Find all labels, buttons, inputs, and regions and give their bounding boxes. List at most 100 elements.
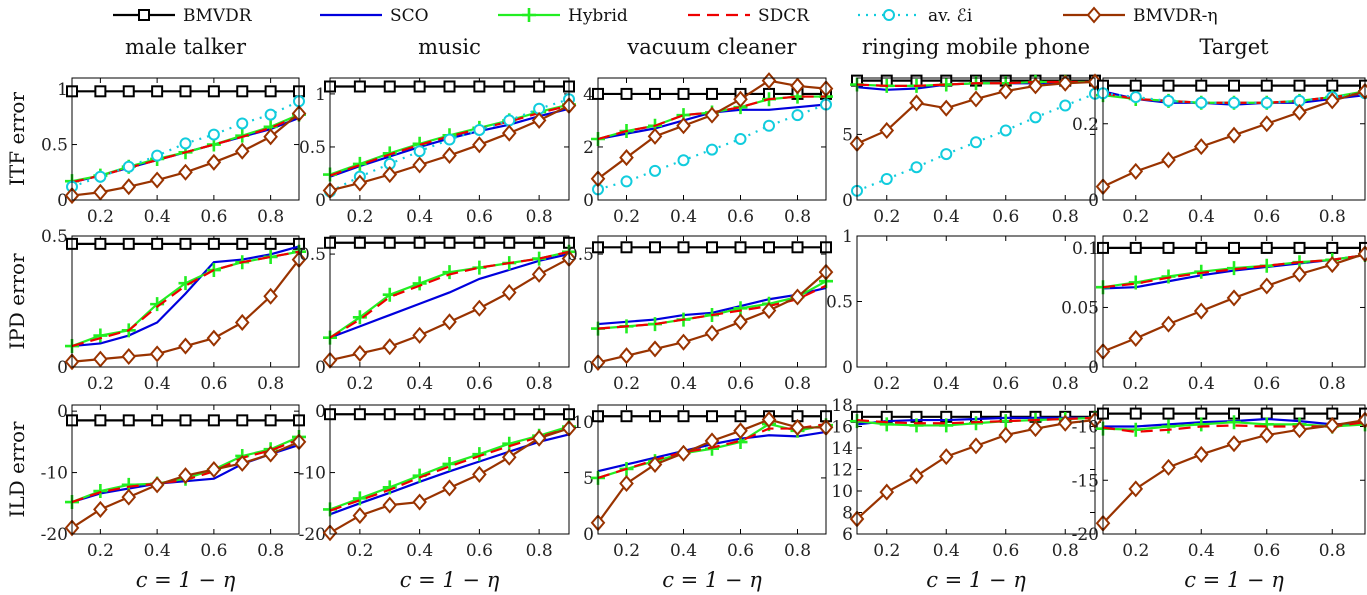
point-hybrid — [412, 276, 427, 291]
y-tick-label: -15 — [1072, 471, 1099, 491]
series-line-sdcr — [1102, 253, 1366, 289]
point-hybrid — [1161, 419, 1176, 434]
point-bmvdr — [1161, 458, 1176, 476]
point-bmvdr — [501, 124, 517, 142]
x-tick-label: 0.2 — [346, 207, 373, 227]
row-labels: ITF error IPD error ILD error — [5, 92, 29, 518]
column-title-ringing-mobile-phone: ringing mobile phone — [862, 35, 1090, 59]
point-bmvdr — [264, 85, 277, 98]
point-bmvdr — [383, 80, 396, 93]
point-bmvdr — [121, 178, 137, 196]
point-hybrid — [1128, 422, 1143, 437]
point-bmvdr — [676, 333, 691, 351]
point-av-i — [620, 175, 633, 188]
point-bmvdr — [353, 80, 366, 93]
point-bmvdr — [1292, 421, 1307, 439]
panel-r1-c3: 0.2 0.4 0.6 0.8 0 2 4 — [583, 72, 834, 227]
point-bmvdr — [179, 85, 192, 98]
column-titles: male talker music vacuum cleaner ringing mo… — [125, 35, 1269, 59]
point-av-i — [791, 109, 804, 122]
y-tick-label: 2 — [583, 138, 594, 158]
x-tick-label: 0.4 — [144, 541, 171, 561]
axes-frame — [856, 77, 1096, 201]
axes-frame — [1102, 404, 1366, 535]
point-bmvdr — [1259, 277, 1275, 295]
axes-frame — [71, 77, 300, 201]
point-bmvdr — [179, 414, 192, 427]
point-bmvdr — [151, 237, 164, 250]
point-bmvdr — [1260, 241, 1273, 254]
point-bmvdr — [149, 171, 165, 189]
point-bmvdr — [704, 106, 720, 124]
point-bmvdr — [1293, 79, 1306, 92]
point-bmvdr — [122, 414, 135, 427]
point-av-i — [970, 136, 982, 149]
series-line-sco — [329, 433, 570, 516]
point-bmvdr — [1161, 315, 1176, 333]
point-bmvdr — [1260, 79, 1273, 92]
point-bmvdr — [1259, 426, 1275, 444]
panel-r1-c1: 0.2 0.4 0.6 0.8 0 0.5 1 — [41, 77, 307, 227]
point-bmvdr — [879, 483, 895, 501]
point-bmvdr — [531, 429, 547, 447]
x-tick-label: 0.8 — [784, 374, 811, 394]
x-tick-label: 0.4 — [144, 207, 171, 227]
x-tick-label: 0.6 — [1253, 541, 1280, 561]
y-tick-label: -10 — [41, 464, 68, 484]
point-av-i — [999, 124, 1012, 137]
series-line-sco — [71, 245, 300, 348]
x-axis-labels: c = 1 − η c = 1 − η c = 1 − η c = 1 − η c = … — [136, 568, 1285, 592]
point-bmvdr — [1326, 79, 1339, 92]
y-tick-label: 0 — [57, 358, 68, 378]
axes-frame — [71, 235, 300, 368]
point-bmvdr — [353, 408, 366, 421]
x-tick-label: 0.2 — [87, 541, 114, 561]
legend-entry-bmvdr: BMVDR-η — [1063, 6, 1218, 26]
x-tick-label: 0.4 — [933, 541, 960, 561]
y-tick-label: -20 — [299, 525, 326, 545]
panel-r3-c3: 0.2 0.4 0.6 0.8 0 5 10 — [572, 404, 834, 561]
x-tick-label: 0.4 — [670, 541, 697, 561]
point-bmvdr — [264, 414, 277, 427]
point-bmvdr — [677, 87, 690, 100]
x-tick-label: 0.2 — [1122, 374, 1149, 394]
point-bmvdr — [503, 408, 516, 421]
x-tick-label: 0.2 — [873, 374, 900, 394]
point-bmvdr — [473, 236, 486, 249]
point-bmvdr — [1193, 302, 1209, 320]
axes-frame — [856, 235, 1096, 368]
x-tick-label: 0.4 — [670, 207, 697, 227]
legend-label-hybrid: Hybrid — [568, 6, 628, 26]
y-tick-label: 0 — [57, 402, 68, 422]
x-axis-label-1: c = 1 − η — [136, 568, 236, 592]
point-hybrid — [1128, 275, 1143, 290]
y-tick-label: 0 — [583, 525, 594, 545]
point-bmvdr — [263, 445, 278, 463]
x-tick-label: 0.8 — [1319, 541, 1346, 561]
legend-entry-sdcr: SDCR — [688, 6, 810, 26]
point-bmvdr — [149, 345, 165, 363]
legend: BMVDR SCO Hybrid SDCR av. ℰi BMVDR-η — [113, 6, 1218, 26]
point-bmvdr — [236, 414, 249, 427]
point-bmvdr — [1195, 241, 1208, 254]
point-bmvdr — [998, 82, 1014, 100]
point-bmvdr — [1324, 92, 1340, 110]
point-hybrid — [93, 328, 108, 343]
point-bmvdr — [442, 479, 457, 497]
point-bmvdr — [1292, 265, 1307, 283]
y-tick-label: 0.1 — [1072, 239, 1099, 259]
point-bmvdr — [93, 500, 108, 518]
x-tick-label: 0.6 — [1253, 374, 1280, 394]
legend-entry-av-i: av. ℰi — [858, 6, 973, 26]
x-tick-label: 0.2 — [346, 541, 373, 561]
point-bmvdr — [1193, 138, 1209, 156]
axes-frame — [1102, 235, 1366, 368]
point-bmvdr — [122, 237, 135, 250]
point-bmvdr — [93, 183, 108, 201]
point-bmvdr — [121, 488, 137, 506]
series-line-sdcr — [856, 416, 1096, 425]
x-tick-label: 0.2 — [1122, 541, 1149, 561]
point-bmvdr — [352, 344, 368, 362]
point-bmvdr — [649, 410, 661, 423]
series-line-hybrid — [71, 250, 300, 348]
